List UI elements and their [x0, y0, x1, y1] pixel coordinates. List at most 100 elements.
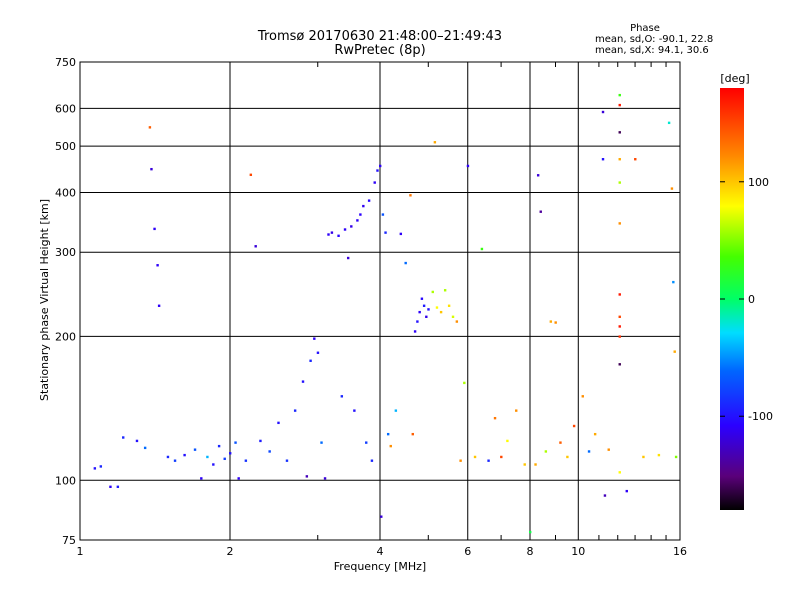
data-point [370, 459, 374, 462]
data-point [672, 280, 675, 284]
data-point [343, 228, 347, 231]
data-point [618, 325, 621, 328]
data-point [157, 304, 161, 307]
data-point [122, 436, 125, 439]
colorbar-ticks: 100 0 -100 [720, 176, 773, 423]
data-point [404, 261, 407, 265]
phase-o-stats: mean, sd,O: -90.1, 22.8 [595, 34, 713, 45]
data-point [254, 245, 257, 248]
data-point [381, 213, 385, 216]
data-point [673, 350, 676, 353]
data-point [536, 174, 540, 177]
data-point [373, 181, 376, 184]
data-point [466, 164, 470, 168]
data-point [305, 475, 309, 478]
data-point [379, 164, 382, 168]
y-tick-label: 750 [55, 56, 76, 69]
data-point [277, 421, 280, 425]
x-tick-label: 2 [227, 545, 234, 558]
phase-x-stats: mean, sd,X: 94.1, 30.6 [595, 45, 709, 56]
data-point [455, 320, 459, 323]
data-point [618, 471, 621, 474]
data-point [515, 409, 518, 412]
data-point [411, 432, 414, 436]
data-point [529, 530, 532, 534]
data-point [173, 459, 177, 462]
data-point [346, 256, 350, 260]
data-point [234, 441, 237, 444]
data-point [356, 219, 359, 222]
data-point [418, 310, 421, 314]
data-point [249, 173, 253, 177]
data-point [487, 459, 490, 462]
data-point [359, 213, 362, 216]
phase-heading: Phase [630, 23, 660, 34]
data-point [413, 330, 417, 333]
ticks-layer: 1 2 4 6 8 10 16 75 100 200 300 400 500 600 750 [55, 56, 687, 558]
data-point [433, 141, 437, 144]
points-layer [93, 93, 678, 534]
data-point [135, 439, 139, 443]
data-point [459, 459, 462, 462]
grid-layer [80, 62, 680, 540]
data-point [618, 335, 621, 338]
data-point [559, 441, 562, 444]
data-point [409, 194, 412, 197]
data-point [268, 450, 271, 453]
data-point [618, 158, 621, 161]
x-axis-label: Frequency [MHz] [334, 560, 426, 573]
data-point [193, 448, 197, 451]
data-point [116, 485, 120, 489]
data-point [93, 467, 97, 470]
data-point [603, 494, 607, 497]
data-point [618, 181, 621, 184]
data-point [362, 204, 365, 208]
data-point [143, 446, 147, 450]
data-point [394, 409, 398, 412]
data-point [340, 395, 344, 398]
data-point [389, 444, 392, 448]
x-tick-label: 16 [673, 545, 687, 558]
x-tick-label: 1 [77, 545, 84, 558]
data-point [480, 247, 484, 251]
data-point [316, 351, 320, 354]
data-point [667, 121, 671, 125]
data-point [539, 210, 542, 213]
data-point [206, 455, 209, 459]
data-point [416, 320, 419, 323]
data-point [365, 441, 368, 444]
data-point [657, 453, 661, 457]
data-point [544, 450, 548, 453]
data-point [367, 199, 371, 202]
data-point [399, 232, 403, 236]
data-point [212, 463, 215, 466]
data-point [380, 515, 383, 518]
data-point [447, 304, 451, 307]
data-point [183, 453, 186, 457]
data-point [593, 432, 597, 436]
data-point [259, 439, 262, 443]
data-point [166, 455, 170, 459]
y-tick-label: 75 [62, 534, 76, 547]
data-point [217, 444, 221, 448]
data-point [451, 315, 455, 319]
x-tick-label: 10 [571, 545, 585, 558]
data-point [99, 465, 103, 468]
data-point [293, 409, 297, 412]
y-tick-label: 600 [55, 102, 76, 115]
data-point [229, 452, 232, 455]
data-point [386, 432, 390, 436]
data-point [670, 187, 674, 190]
data-point [323, 477, 327, 480]
data-point [534, 463, 537, 466]
data-point [153, 227, 156, 231]
colorbar-label: [deg] [720, 72, 749, 85]
y-tick-label: 300 [55, 246, 76, 259]
data-point [148, 126, 152, 129]
data-point [500, 455, 503, 459]
data-point [330, 231, 334, 234]
x-tick-label: 8 [527, 545, 534, 558]
chart-subtitle: RwPretec (8p) [334, 43, 425, 58]
y-tick-label: 100 [55, 474, 76, 487]
y-tick-label: 400 [55, 186, 76, 199]
